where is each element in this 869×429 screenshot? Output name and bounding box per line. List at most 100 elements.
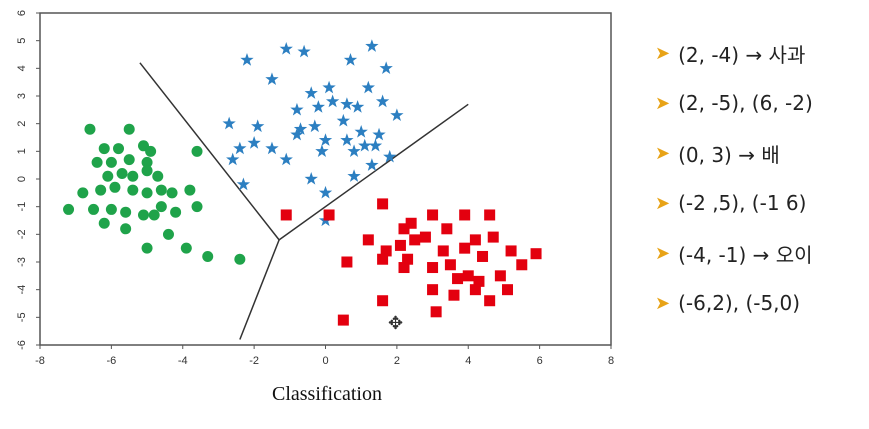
y-tick-label: 5 xyxy=(16,38,28,44)
square-point xyxy=(409,234,421,246)
x-tick-label: 6 xyxy=(537,355,543,367)
square-point xyxy=(377,198,389,210)
star-point xyxy=(290,127,304,141)
y-tick-label: -1 xyxy=(16,202,28,212)
bullet-text: (2, -5), (6, -2) xyxy=(678,91,813,115)
square-point xyxy=(362,234,374,246)
y-tick-label: -6 xyxy=(16,340,28,350)
boundary-line xyxy=(278,103,469,241)
circle-point xyxy=(127,184,139,196)
circle-point xyxy=(180,242,192,254)
circle-point xyxy=(88,203,100,215)
square-point xyxy=(505,245,517,257)
square-point xyxy=(444,259,456,271)
square-point xyxy=(484,295,496,307)
circle-point xyxy=(95,184,107,196)
bullet-item: ➤ (-6,2), (-5,0) xyxy=(655,278,865,328)
square-point xyxy=(341,256,353,268)
arrowhead-bullet-icon: ➤ xyxy=(655,142,671,164)
circle-point xyxy=(98,217,110,229)
star-point xyxy=(236,177,251,191)
circle-point xyxy=(191,145,203,157)
bullet-text: (-4, -1) → 오이 xyxy=(678,242,813,267)
square-point xyxy=(502,284,514,296)
circle-point xyxy=(137,209,149,221)
star-point xyxy=(347,144,361,157)
y-tick-label: -3 xyxy=(16,257,28,267)
square-point xyxy=(337,314,349,326)
circle-point xyxy=(155,184,167,196)
bullet-item: ➤ (0, 3) → 배 xyxy=(655,128,865,178)
y-axis-ticks: -6 -5 -4 -3 -2 -1 0 1 2 3 4 5 6 xyxy=(16,10,40,350)
star-point xyxy=(340,133,354,146)
y-tick-label: 3 xyxy=(16,93,28,99)
star-point xyxy=(361,80,375,94)
bullet-list: ➤ (2, -4) → 사과 ➤ (2, -5), (6, -2) ➤ (0, 3) … xyxy=(655,28,865,328)
circle-point xyxy=(98,143,110,155)
star-point xyxy=(297,44,311,58)
star-point xyxy=(279,41,293,55)
boundary-line xyxy=(239,239,280,340)
data-points xyxy=(63,39,542,326)
circle-point xyxy=(141,165,153,177)
arrowhead-bullet-icon: ➤ xyxy=(655,242,671,264)
star-point xyxy=(265,141,279,155)
square-point xyxy=(462,270,474,282)
star-point xyxy=(304,86,318,99)
star-point xyxy=(293,122,308,135)
circle-point xyxy=(166,187,178,199)
star-point xyxy=(290,102,304,116)
star-point xyxy=(318,185,333,199)
circle-point xyxy=(123,123,135,135)
bullet-text: (-2 ,5), (-1 6) xyxy=(678,191,807,215)
plot-frame xyxy=(39,12,612,346)
star-point xyxy=(325,94,340,108)
square-point xyxy=(377,295,389,307)
star-point xyxy=(247,136,261,149)
square-point xyxy=(323,209,335,221)
bullet-item: ➤ (2, -5), (6, -2) xyxy=(655,78,865,128)
decision-boundaries xyxy=(139,62,469,340)
x-tick-label: 4 xyxy=(465,355,471,367)
square-point xyxy=(448,289,460,301)
square-point xyxy=(427,262,439,274)
star-point xyxy=(340,97,354,110)
circle-point xyxy=(155,201,167,213)
circle-point xyxy=(162,228,174,240)
star-point xyxy=(251,119,265,133)
square-point xyxy=(494,270,506,282)
star-point xyxy=(322,80,336,94)
y-tick-label: 2 xyxy=(16,121,28,127)
square-point xyxy=(419,231,431,243)
arrowhead-bullet-icon: ➤ xyxy=(655,42,671,64)
arrowhead-bullet-icon: ➤ xyxy=(655,92,671,114)
bullet-text: (2, -4) → 사과 xyxy=(678,42,806,67)
star-point xyxy=(372,127,386,141)
x-tick-label: -4 xyxy=(178,355,188,367)
circle-point xyxy=(191,201,203,213)
circle-point xyxy=(184,184,196,196)
circle-point xyxy=(202,250,214,262)
square-point xyxy=(398,262,410,274)
star-point xyxy=(365,158,379,171)
star-point xyxy=(343,53,358,66)
star-point xyxy=(315,144,329,157)
square-point xyxy=(377,253,389,265)
classification-chart: -8 -6 -4 -2 0 2 4 6 8 -6 -5 -4 -3 -2 -1 0 1 2 3 4 5 6 Classi… xyxy=(16,10,614,405)
x-axis-ticks: -8 -6 -4 -2 0 2 4 6 8 xyxy=(35,345,614,367)
circle-point xyxy=(120,223,132,235)
star-point xyxy=(365,39,379,52)
square-point xyxy=(473,275,485,287)
square-point xyxy=(394,239,406,251)
circle-point xyxy=(116,167,128,179)
star-point xyxy=(350,100,365,113)
star-point xyxy=(368,138,383,152)
square-point xyxy=(427,209,439,221)
circle-point xyxy=(63,203,75,215)
x-tick-label: 2 xyxy=(394,355,400,367)
y-tick-label: 6 xyxy=(16,10,28,16)
star-point xyxy=(222,116,236,130)
y-tick-label: -2 xyxy=(16,229,28,239)
circle-point xyxy=(123,154,135,166)
circle-point xyxy=(234,253,246,265)
